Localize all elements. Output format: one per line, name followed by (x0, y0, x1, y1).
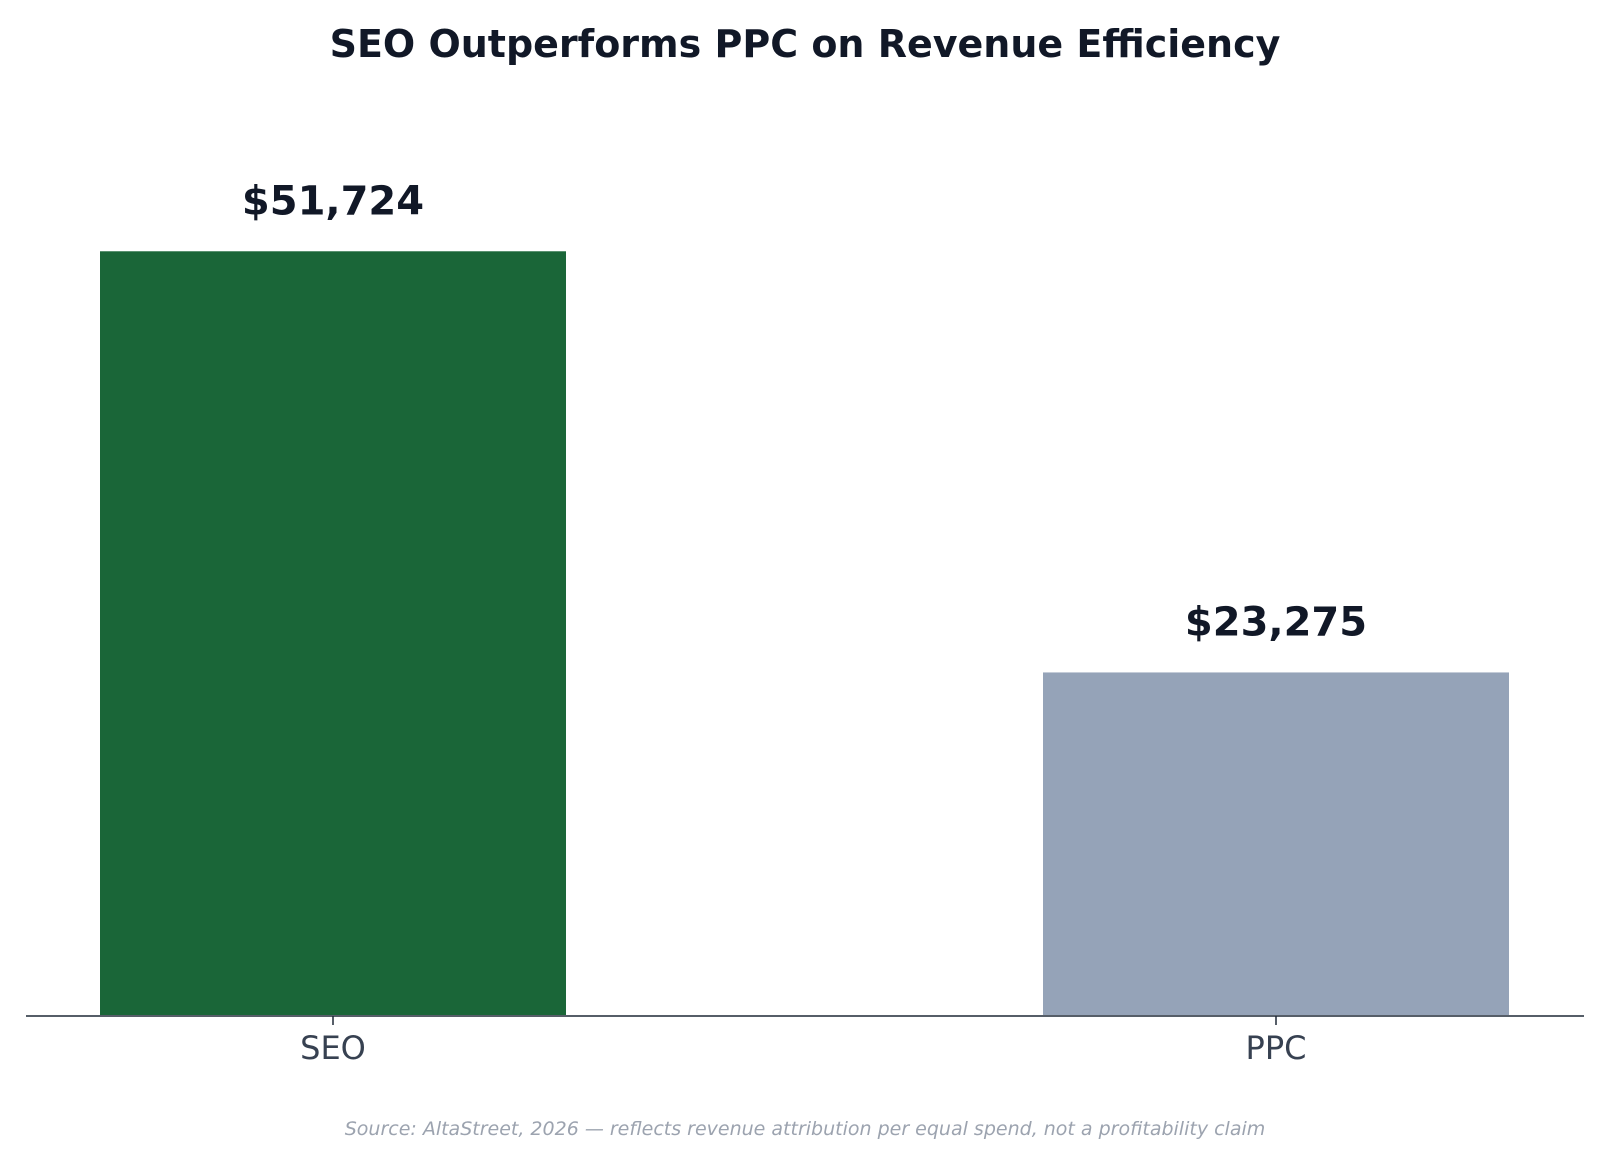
value-label-ppc: $23,275 (1185, 599, 1367, 645)
x-ticks-group: SEO PPC (300, 1016, 1306, 1067)
value-labels-group: $51,724 $23,275 (242, 178, 1367, 645)
x-tick-label-ppc: PPC (1246, 1029, 1307, 1067)
bar-seo (98, 249, 568, 1017)
chart-title: SEO Outperforms PPC on Revenue Efficienc… (330, 22, 1281, 66)
bar-ppc (1041, 670, 1511, 1017)
x-tick-label-seo: SEO (300, 1029, 366, 1067)
value-label-seo: $51,724 (242, 178, 424, 224)
source-note: Source: AltaStreet, 2026 — reflects reve… (345, 1118, 1266, 1140)
bars-group (98, 249, 1511, 1017)
